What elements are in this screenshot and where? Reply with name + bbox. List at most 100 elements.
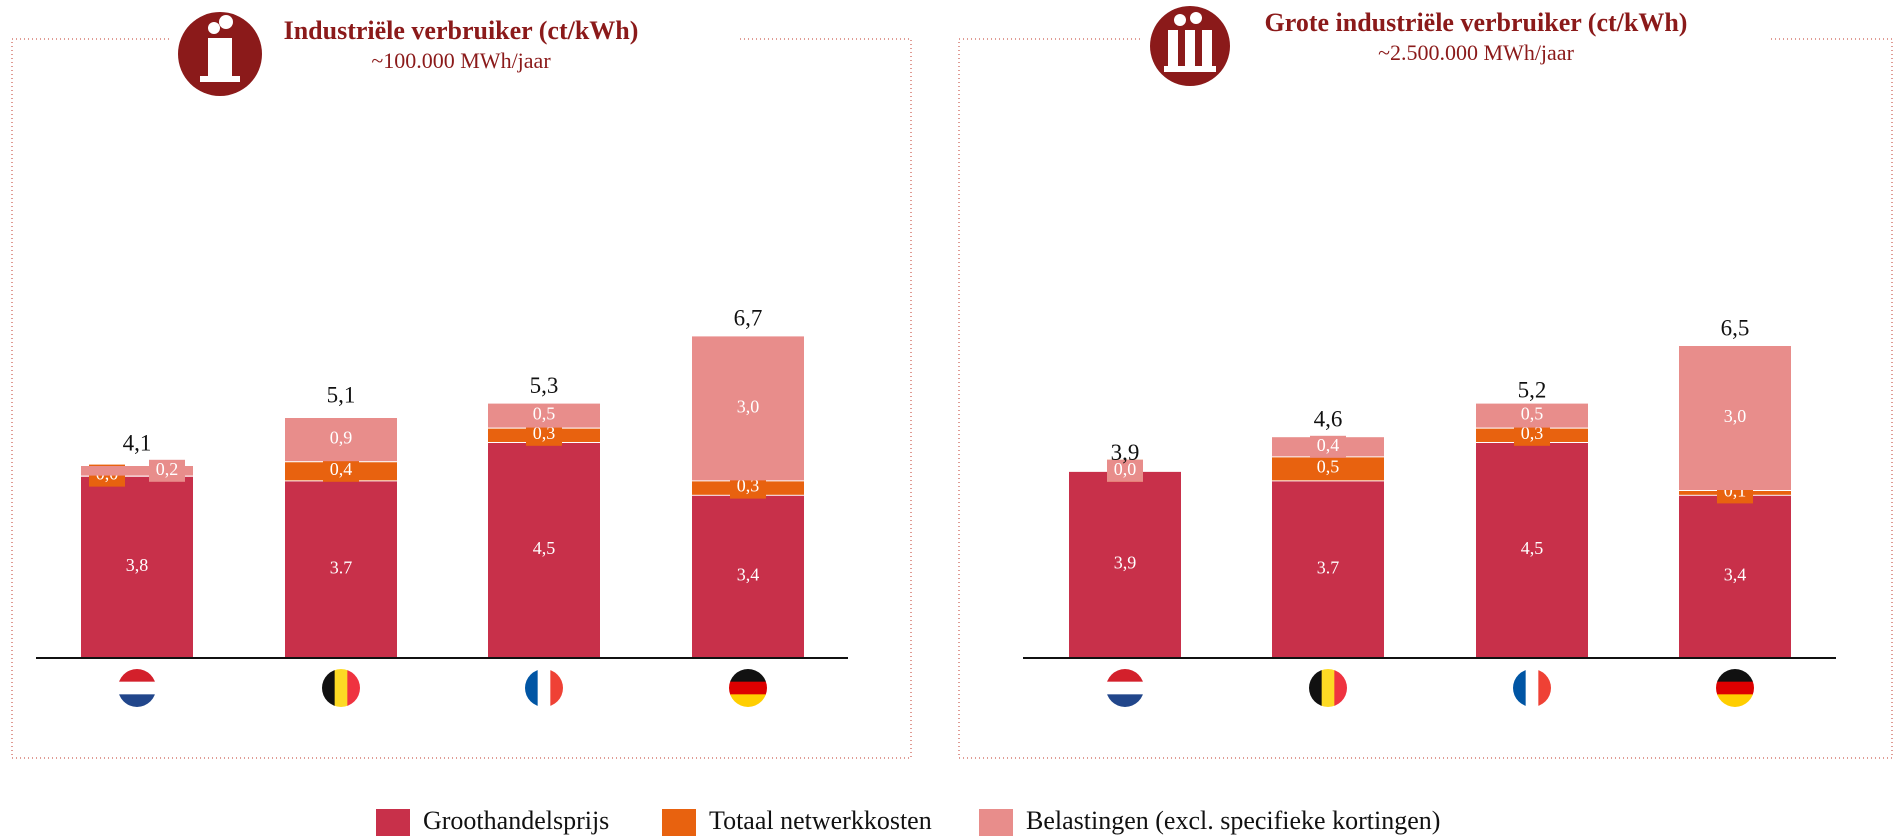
data-label: 3.7 [1317,557,1340,577]
chart-title: Grote industriële verbruiker (ct/kWh) [1265,8,1688,37]
flag-stripe [537,669,551,707]
label-bg [323,459,359,482]
bar-segment [1272,456,1384,481]
frame [11,38,912,759]
flag-stripe [118,681,156,695]
data-label: 3,4 [1724,565,1747,585]
flag-stripe [1716,694,1754,707]
chart-subtitle: ~100.000 MWh/jaar [371,48,551,73]
flag-stripe [1321,669,1335,707]
flag-stripe [1309,669,1323,707]
data-label: 0,4 [330,459,353,479]
bar-segment [1476,442,1588,658]
label-bg [1310,435,1346,458]
bar-segment [488,442,600,658]
bar-segment [1069,470,1181,658]
bar-segment [81,466,193,476]
total-label: 5,3 [530,373,559,398]
data-label: 0,3 [737,476,760,496]
data-label: 3,0 [1724,406,1747,426]
flag-clip [1513,669,1551,707]
legend-label: Belastingen (excl. specifieke kortingen) [1026,806,1440,835]
bar-segment [1272,480,1384,658]
flag-clip [322,669,360,707]
flag [1716,669,1754,707]
total-label: 6,7 [734,306,763,331]
legend-swatch [662,809,696,836]
total-label: 3,9 [1111,440,1140,465]
flag-stripe [1716,669,1754,683]
flag-clip [1309,669,1347,707]
flag [1106,669,1144,707]
flag-stripe [525,669,539,707]
data-label: 0,9 [330,428,353,448]
label-bg [526,423,562,446]
flag-stripe [334,669,348,707]
total-label: 5,1 [327,382,356,407]
flag [729,669,767,707]
flag-stripe [550,669,563,707]
data-label: 4,5 [533,538,556,558]
data-label: 3,0 [737,397,760,417]
flag-stripe [347,669,360,707]
bar-segment [1679,346,1791,490]
data-label: 0,2 [156,459,179,479]
legend-swatch [979,809,1013,836]
flag-stripe [729,694,767,707]
flag-stripe [1106,694,1144,707]
data-label: 3.7 [330,557,353,577]
data-label: 0,3 [533,423,556,443]
label-bg [1107,459,1143,482]
icon [1150,6,1230,86]
label-bg [149,459,185,482]
bar-segment [692,336,804,481]
bar-segment [1476,403,1588,428]
bar-segment [488,403,600,428]
data-label: 3,8 [126,555,149,575]
flag-clip [729,669,767,707]
flag-clip [1106,669,1144,707]
data-label: 0,4 [1317,435,1340,455]
title-bg [170,20,740,60]
bar-segment [285,480,397,658]
total-label: 5,2 [1518,378,1547,403]
flag-clip [525,669,563,707]
flag-stripe [729,681,767,695]
flag-stripe [1538,669,1551,707]
flag-stripe [1106,669,1144,683]
data-label: 0,5 [1317,457,1340,477]
flag [525,669,563,707]
flag-stripe [1513,669,1527,707]
flag-stripe [118,694,156,707]
flag-stripe [118,669,156,683]
frame [958,38,1893,759]
flag-clip [1716,669,1754,707]
icon [178,12,262,96]
data-label: 3,4 [737,565,760,585]
flag-stripe [1525,669,1539,707]
chart-title: Industriële verbruiker (ct/kWh) [284,16,639,45]
data-label: 3,9 [1114,553,1137,573]
flag-stripe [1334,669,1347,707]
flag-stripe [322,669,336,707]
flag-stripe [729,669,767,683]
flag [1513,669,1551,707]
data-label: 0,5 [533,404,556,424]
flag [1309,669,1347,707]
legend-label: Totaal netwerkkosten [709,806,932,835]
data-label: 0,5 [1521,404,1544,424]
data-label: 0,3 [1521,423,1544,443]
total-label: 6,5 [1721,315,1750,340]
flag [322,669,360,707]
flag-stripe [1716,681,1754,695]
bar-segment [81,475,193,658]
bar-segment [1679,494,1791,658]
title-bg [1140,15,1770,55]
total-label: 4,1 [123,430,152,455]
label-bg [1514,423,1550,446]
data-label: 4,5 [1521,538,1544,558]
bar-segment [692,494,804,658]
flag-stripe [1106,681,1144,695]
bar-segment [285,418,397,462]
